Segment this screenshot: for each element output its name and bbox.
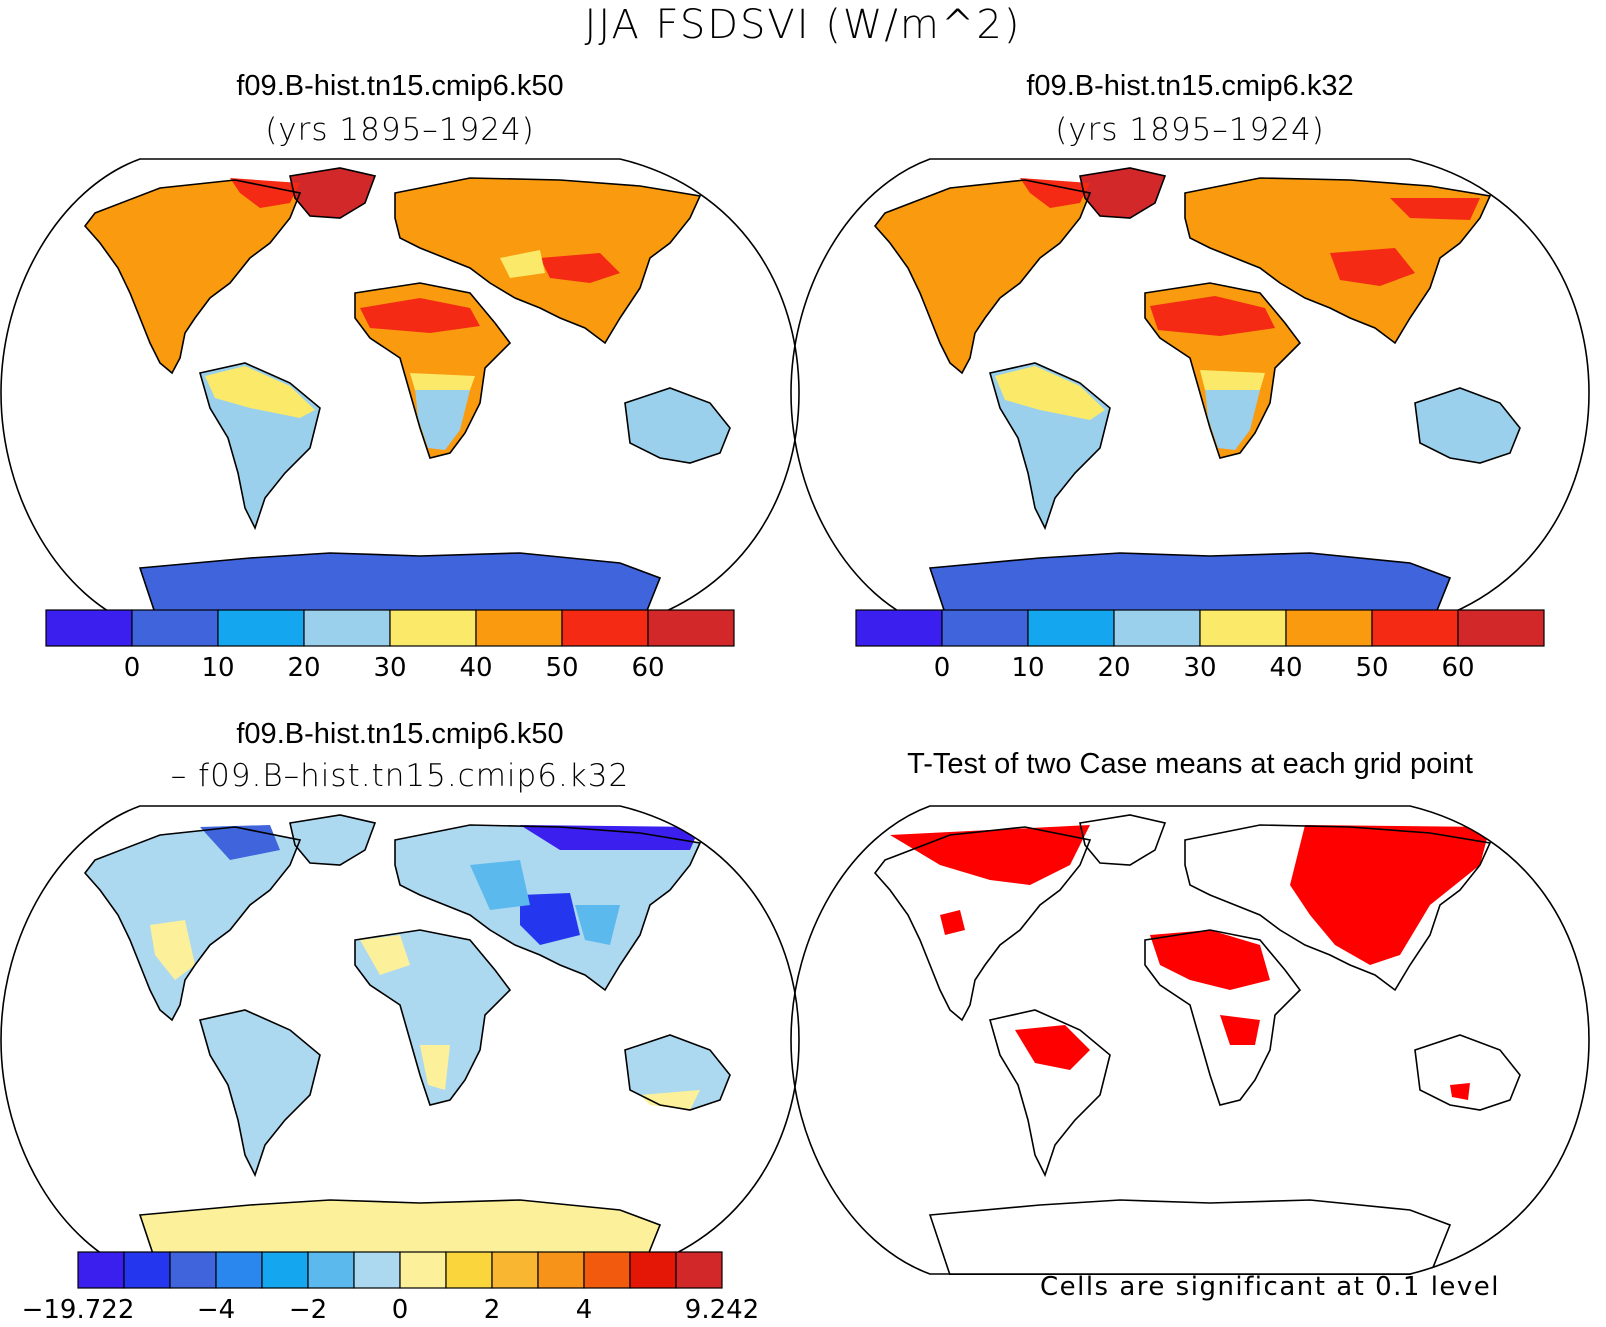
colorbar-k32-box-7: [1457, 609, 1545, 647]
colorbar-diff-box-9: [491, 1251, 539, 1289]
colorbar-k50-box-0: [45, 609, 133, 647]
map-k50: [0, 158, 800, 628]
colorbar-k50-box-7: [647, 609, 735, 647]
colorbar-diff-box-1: [123, 1251, 171, 1289]
colorbar-diff-tick-label: −19.722: [22, 1295, 135, 1325]
colorbar-diff-box-4: [261, 1251, 309, 1289]
colorbar-k50-box-4: [389, 609, 477, 647]
map-diff: [0, 805, 800, 1275]
colorbar-k50: 0 10 20 30 40 50 60: [45, 609, 735, 683]
colorbar-k32-tick-label: 60: [1441, 653, 1474, 683]
colorbar-k50-tick-label: 30: [373, 653, 406, 683]
colorbar-k50-box-1: [131, 609, 219, 647]
colorbar-diff-box-10: [537, 1251, 585, 1289]
significant-cells: [890, 825, 1490, 1100]
colorbar-k50-tick-label: 0: [124, 653, 141, 683]
colorbar-k32-box-4: [1199, 609, 1287, 647]
colorbar-k32-tick-label: 20: [1097, 653, 1130, 683]
colorbar-diff-box-6: [353, 1251, 401, 1289]
panel-title-k50: f09.B-hist.tn15.cmip6.k50: [236, 70, 564, 102]
panel-subtitle-k32: (yrs 1895–1924): [1055, 112, 1325, 148]
colorbar-k32-box-3: [1113, 609, 1201, 647]
colorbar-k32-box-1: [941, 609, 1029, 647]
map-k32: [790, 158, 1590, 628]
panel-title-diff: f09.B-hist.tn15.cmip6.k50: [236, 718, 564, 750]
colorbar-k32-tick-label: 10: [1011, 653, 1044, 683]
colorbar-k50-box-6: [561, 609, 649, 647]
colorbar-k50-tick-label: 40: [459, 653, 492, 683]
colorbar-k32-box-5: [1285, 609, 1373, 647]
colorbar-k32-box-0: [855, 609, 943, 647]
colorbar-diff-box-8: [445, 1251, 493, 1289]
colorbar-diff-box-2: [169, 1251, 217, 1289]
colorbar-k32-box-6: [1371, 609, 1459, 647]
colorbar-diff-tick-label: 4: [576, 1295, 593, 1325]
colorbar-k32-tick-label: 0: [934, 653, 951, 683]
colorbar-k50-tick-label: 20: [287, 653, 320, 683]
colorbar-k32-tick-label: 50: [1355, 653, 1388, 683]
colorbar-k32-tick-label: 30: [1183, 653, 1216, 683]
colorbar-diff-box-13: [675, 1251, 723, 1289]
colorbar-diff-tick-label: −4: [197, 1295, 235, 1325]
map-ttest: [790, 805, 1590, 1275]
colorbar-diff-box-12: [629, 1251, 677, 1289]
significance-note: Cells are significant at 0.1 level: [1039, 1272, 1501, 1302]
colorbar-diff-tick-label: 0: [392, 1295, 409, 1325]
colorbar-k50-tick-label: 50: [545, 653, 578, 683]
colorbar-k32-tick-label: 40: [1269, 653, 1302, 683]
colorbar-diff-box-11: [583, 1251, 631, 1289]
colorbar-k50-box-3: [303, 609, 391, 647]
map-frame-ttest: [790, 805, 1590, 1275]
colorbar-diff-box-3: [215, 1251, 263, 1289]
colorbar-diff-tick-label: −2: [289, 1295, 327, 1325]
colorbar-k50-box-2: [217, 609, 305, 647]
colorbar-diff-box-0: [77, 1251, 125, 1289]
land-fill-diff: [85, 815, 730, 1275]
panel-subtitle-k50: (yrs 1895–1924): [265, 112, 535, 148]
colorbar-k50-tick-label: 60: [631, 653, 664, 683]
panel-subtitle-diff: – f09.B–hist.tn15.cmip6.k32: [170, 758, 630, 794]
colorbar-k32-box-2: [1027, 609, 1115, 647]
panel-title-ttest: T-Test of two Case means at each grid po…: [907, 748, 1473, 780]
colorbar-diff-box-7: [399, 1251, 447, 1289]
colorbar-diff-tick-label: 9.242: [685, 1295, 759, 1325]
figure-title: JJA FSDSVI (W/m^2): [584, 2, 1022, 48]
panel-title-k32: f09.B-hist.tn15.cmip6.k32: [1026, 70, 1354, 102]
land-fill-k32: [875, 168, 1520, 628]
land-fill-k50: [85, 168, 730, 628]
colorbar-k32: 0 10 20 30 40 50 60: [855, 609, 1545, 683]
colorbar-k50-box-5: [475, 609, 563, 647]
colorbar-diff: −19.722 −4 −2 0 2 4 9.242: [22, 1251, 759, 1325]
colorbar-diff-box-5: [307, 1251, 355, 1289]
colorbar-k50-tick-label: 10: [201, 653, 234, 683]
colorbar-diff-tick-label: 2: [484, 1295, 501, 1325]
